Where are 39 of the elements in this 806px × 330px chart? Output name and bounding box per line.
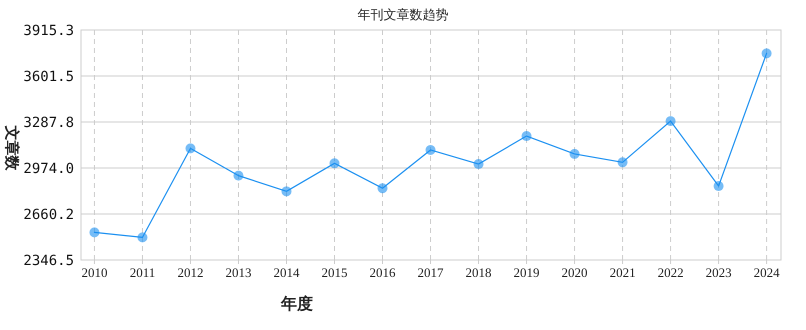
- y-tick-label: 2346.5: [23, 253, 74, 269]
- x-tick-label: 2015: [322, 265, 348, 280]
- point: [330, 158, 340, 168]
- point: [137, 232, 148, 242]
- x-tick-label: 2018: [466, 265, 492, 280]
- x-tick-label: 2020: [562, 265, 588, 280]
- chart-title: 年刊文章数趋势: [358, 7, 448, 22]
- x-tick-label: 2023: [706, 265, 732, 280]
- point: [426, 144, 436, 155]
- point: [89, 227, 100, 238]
- point: [714, 181, 724, 192]
- x-axis-title: 年度: [280, 294, 313, 313]
- x-tick-label: 2024: [754, 265, 780, 280]
- y-axis-title: 文章数: [3, 124, 21, 172]
- x-tick-label: 2014: [273, 265, 300, 280]
- x-tick-label: 2016: [370, 265, 396, 280]
- point: [281, 186, 292, 196]
- x-tick-label: 2019: [514, 265, 540, 280]
- point: [378, 183, 388, 194]
- y-tick-label: 3287.8: [23, 114, 74, 131]
- y-tick-label: 2660.2: [23, 207, 74, 224]
- x-tick-label: 2013: [225, 265, 252, 280]
- point: [762, 48, 772, 58]
- y-tick-label: 3915.3: [23, 23, 74, 39]
- point: [185, 143, 196, 154]
- point: [618, 157, 628, 168]
- point: [666, 116, 676, 126]
- y-tick-label: 2974.0: [23, 161, 74, 178]
- x-tick-label: 2010: [81, 265, 108, 280]
- point: [474, 159, 484, 170]
- x-tick-label: 2012: [177, 265, 204, 280]
- x-tick-label: 2017: [418, 265, 444, 280]
- x-tick-label: 2022: [658, 265, 684, 280]
- y-tick-label: 3601.5: [23, 69, 74, 86]
- point: [233, 170, 244, 181]
- x-tick-label: 2021: [610, 265, 636, 280]
- point: [522, 131, 532, 142]
- point: [570, 148, 580, 159]
- x-tick-label: 2011: [130, 265, 156, 280]
